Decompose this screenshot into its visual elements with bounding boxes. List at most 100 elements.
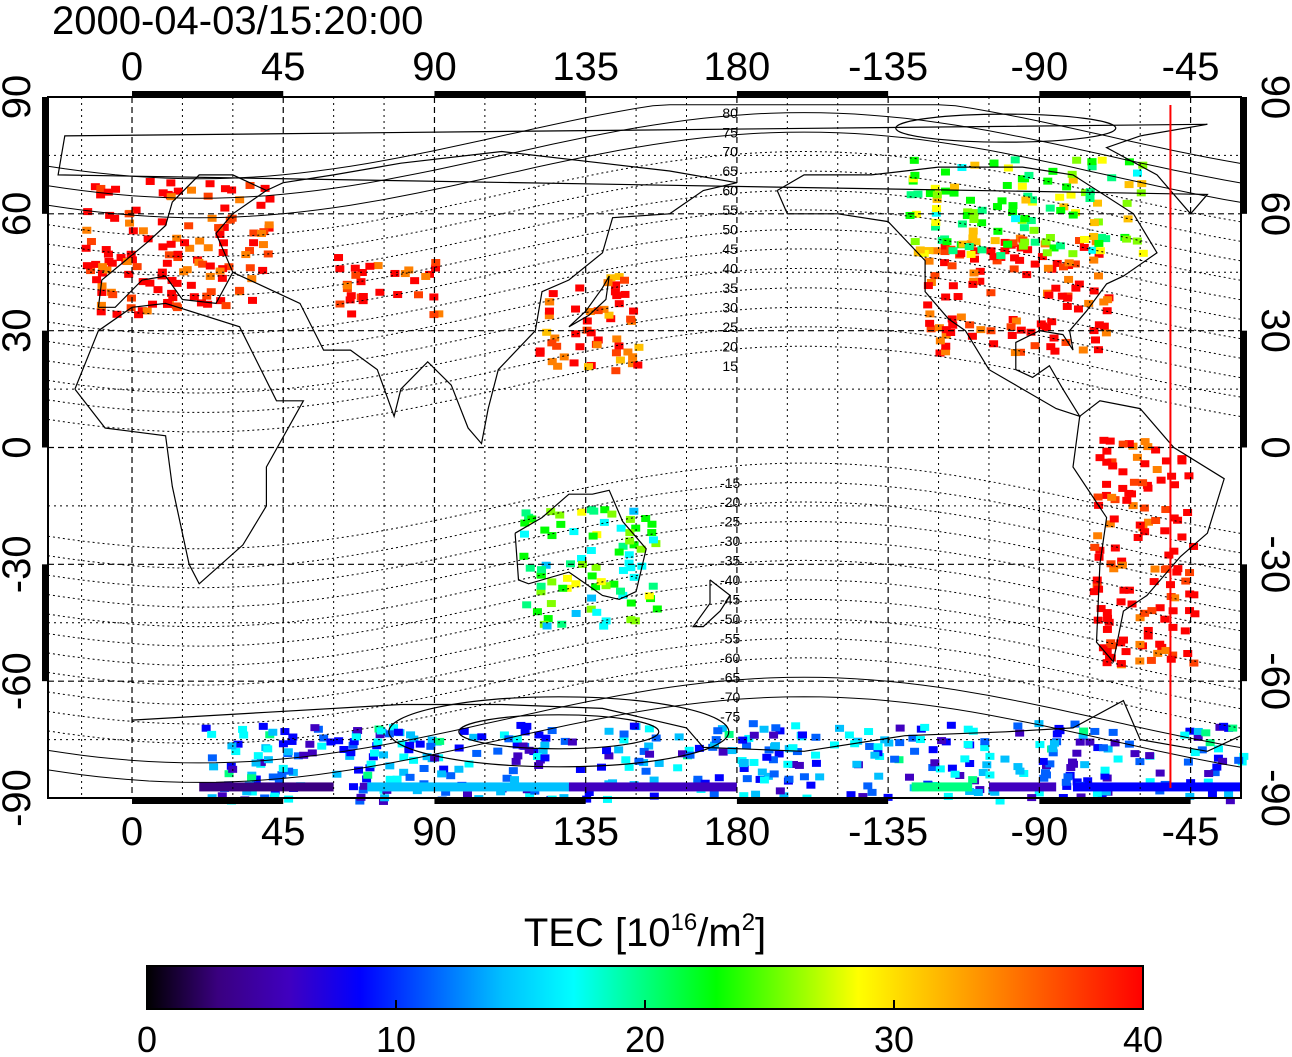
tec-cell bbox=[1030, 260, 1040, 268]
tec-cell bbox=[1142, 481, 1152, 489]
tec-cell bbox=[925, 319, 935, 327]
tec-cell bbox=[534, 762, 544, 770]
frame-bar-left bbox=[42, 564, 48, 682]
tec-cell bbox=[1140, 460, 1150, 468]
tec-cell bbox=[1011, 317, 1021, 325]
tec-cell bbox=[153, 286, 163, 294]
tec-cell bbox=[326, 738, 336, 746]
tec-cell bbox=[989, 340, 999, 348]
tec-cell bbox=[932, 205, 942, 213]
tec-cell bbox=[631, 524, 641, 532]
tec-cell bbox=[794, 761, 804, 769]
tec-cell bbox=[1093, 532, 1103, 540]
tec-cell bbox=[946, 329, 956, 337]
tec-cell bbox=[283, 748, 293, 756]
tec-cell bbox=[462, 791, 472, 799]
tec-cell bbox=[454, 744, 464, 752]
tec-cell bbox=[976, 326, 986, 334]
tec-cell bbox=[684, 746, 694, 754]
tec-cell bbox=[673, 764, 683, 772]
tec-cell bbox=[569, 528, 579, 536]
tec-cell bbox=[516, 721, 526, 729]
tec-cell bbox=[748, 720, 758, 728]
tec-cell bbox=[1180, 731, 1190, 739]
tec-cell bbox=[233, 740, 243, 748]
tec-cell bbox=[1118, 468, 1128, 476]
tec-cell bbox=[537, 566, 547, 574]
tec-cell bbox=[1056, 206, 1066, 214]
tec-cell bbox=[769, 731, 779, 739]
tec-cell bbox=[365, 764, 375, 772]
tec-cell bbox=[1070, 260, 1080, 268]
tec-cell bbox=[1167, 472, 1177, 480]
tec-cell bbox=[1041, 324, 1051, 332]
tec-cell bbox=[618, 542, 628, 550]
tec-cell bbox=[742, 775, 752, 783]
tec-cell bbox=[293, 752, 303, 760]
tec-cell bbox=[587, 594, 597, 602]
coastline-shape bbox=[131, 699, 1242, 752]
tec-cell bbox=[948, 282, 958, 290]
tec-cell bbox=[614, 746, 624, 754]
tec-cell bbox=[626, 599, 636, 607]
south-pole-contour-inner bbox=[458, 714, 660, 750]
tec-cell bbox=[335, 265, 345, 273]
colorbar-tick-label: 0 bbox=[137, 1019, 157, 1057]
tec-cell bbox=[968, 227, 978, 235]
tec-cell bbox=[1089, 287, 1099, 295]
tec-cell bbox=[1225, 797, 1235, 805]
tec-cell bbox=[910, 171, 920, 179]
tec-cell bbox=[1160, 615, 1170, 623]
tec-cell bbox=[365, 262, 375, 270]
tec-cell bbox=[399, 768, 409, 776]
frame-tick-bars bbox=[42, 91, 1247, 804]
tec-cell bbox=[1066, 191, 1076, 199]
tec-cell bbox=[258, 722, 268, 730]
tec-cell bbox=[1177, 455, 1187, 463]
tec-cell bbox=[547, 339, 557, 347]
tec-cell bbox=[157, 218, 167, 226]
tec-cell bbox=[618, 566, 628, 574]
tec-cell bbox=[1098, 644, 1108, 652]
tec-cell bbox=[1067, 758, 1077, 766]
tec-cell bbox=[1143, 443, 1153, 451]
tec-cell bbox=[992, 257, 1002, 265]
frame-bar-right bbox=[1241, 97, 1247, 214]
contour-label: 80 bbox=[722, 105, 738, 121]
tec-cell bbox=[905, 211, 915, 219]
lon-label-top: -135 bbox=[848, 45, 928, 89]
tec-cell bbox=[1008, 202, 1018, 210]
tec-cell bbox=[348, 741, 358, 749]
tec-cell bbox=[985, 771, 995, 779]
tec-cell bbox=[619, 730, 629, 738]
tec-cell bbox=[1015, 729, 1025, 737]
tec-cell bbox=[220, 185, 230, 193]
tec-cell bbox=[1107, 493, 1117, 501]
tec-cell bbox=[641, 767, 651, 775]
tec-cell bbox=[647, 520, 657, 528]
tec-cell bbox=[614, 548, 624, 556]
tec-cell bbox=[600, 506, 610, 514]
tec-cell bbox=[205, 180, 215, 188]
lat-label-right: 60 bbox=[1253, 192, 1292, 237]
tec-cell bbox=[799, 773, 809, 781]
colorbar-title-mid: /m bbox=[697, 911, 741, 955]
tec-cell bbox=[970, 247, 980, 255]
tec-cell bbox=[591, 563, 601, 571]
tec-cell bbox=[614, 273, 624, 281]
tec-cell bbox=[1103, 296, 1113, 304]
tec-cell bbox=[1127, 600, 1137, 608]
tec-cell bbox=[227, 742, 237, 750]
tec-cell bbox=[1161, 647, 1171, 655]
lat-label-left: -60 bbox=[0, 652, 39, 710]
tec-cell bbox=[97, 288, 107, 296]
tec-cell bbox=[1102, 307, 1112, 315]
tec-cell bbox=[1149, 578, 1159, 586]
lon-label-bottom: 45 bbox=[261, 810, 306, 854]
tec-cell bbox=[268, 728, 278, 736]
tec-cell bbox=[431, 264, 441, 272]
tec-cell bbox=[1020, 214, 1030, 222]
coastline-shape bbox=[232, 150, 738, 445]
tec-cell bbox=[864, 728, 874, 736]
tec-cell bbox=[1193, 733, 1203, 741]
